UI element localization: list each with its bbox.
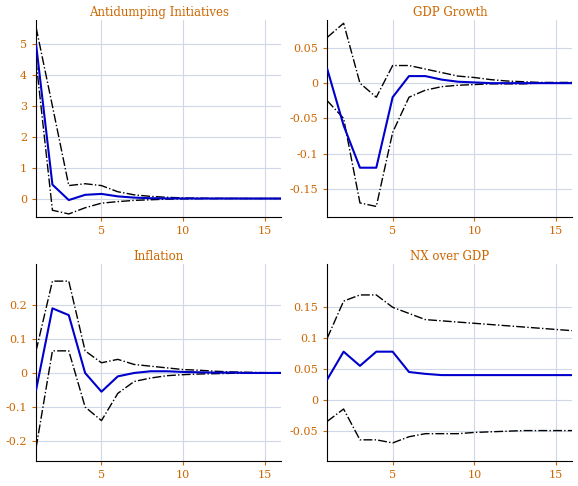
Title: Inflation: Inflation [134, 250, 184, 263]
Title: NX over GDP: NX over GDP [410, 250, 490, 263]
Title: Antidumping Initiatives: Antidumping Initiatives [88, 5, 229, 18]
Title: GDP Growth: GDP Growth [413, 5, 487, 18]
